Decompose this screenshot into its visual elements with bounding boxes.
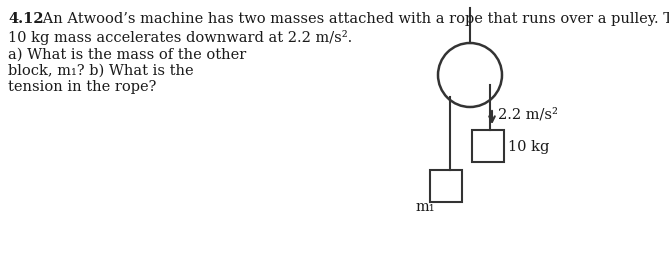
Bar	[472, 130, 504, 162]
Text: 10 kg: 10 kg	[508, 140, 549, 154]
Text: 4.12: 4.12	[8, 12, 43, 26]
Text: tension in the rope?: tension in the rope?	[8, 80, 157, 94]
Text: 10 kg mass accelerates downward at 2.2 m/s².: 10 kg mass accelerates downward at 2.2 m…	[8, 30, 353, 45]
Text: m₁: m₁	[415, 200, 435, 214]
Text: a) What is the mass of the other: a) What is the mass of the other	[8, 48, 246, 62]
Text: An Atwood’s machine has two masses attached with a rope that runs over a pulley.: An Atwood’s machine has two masses attac…	[38, 12, 669, 26]
Text: 2.2 m/s²: 2.2 m/s²	[498, 107, 558, 121]
Text: block, m₁? b) What is the: block, m₁? b) What is the	[8, 64, 193, 78]
Bar	[430, 170, 462, 202]
